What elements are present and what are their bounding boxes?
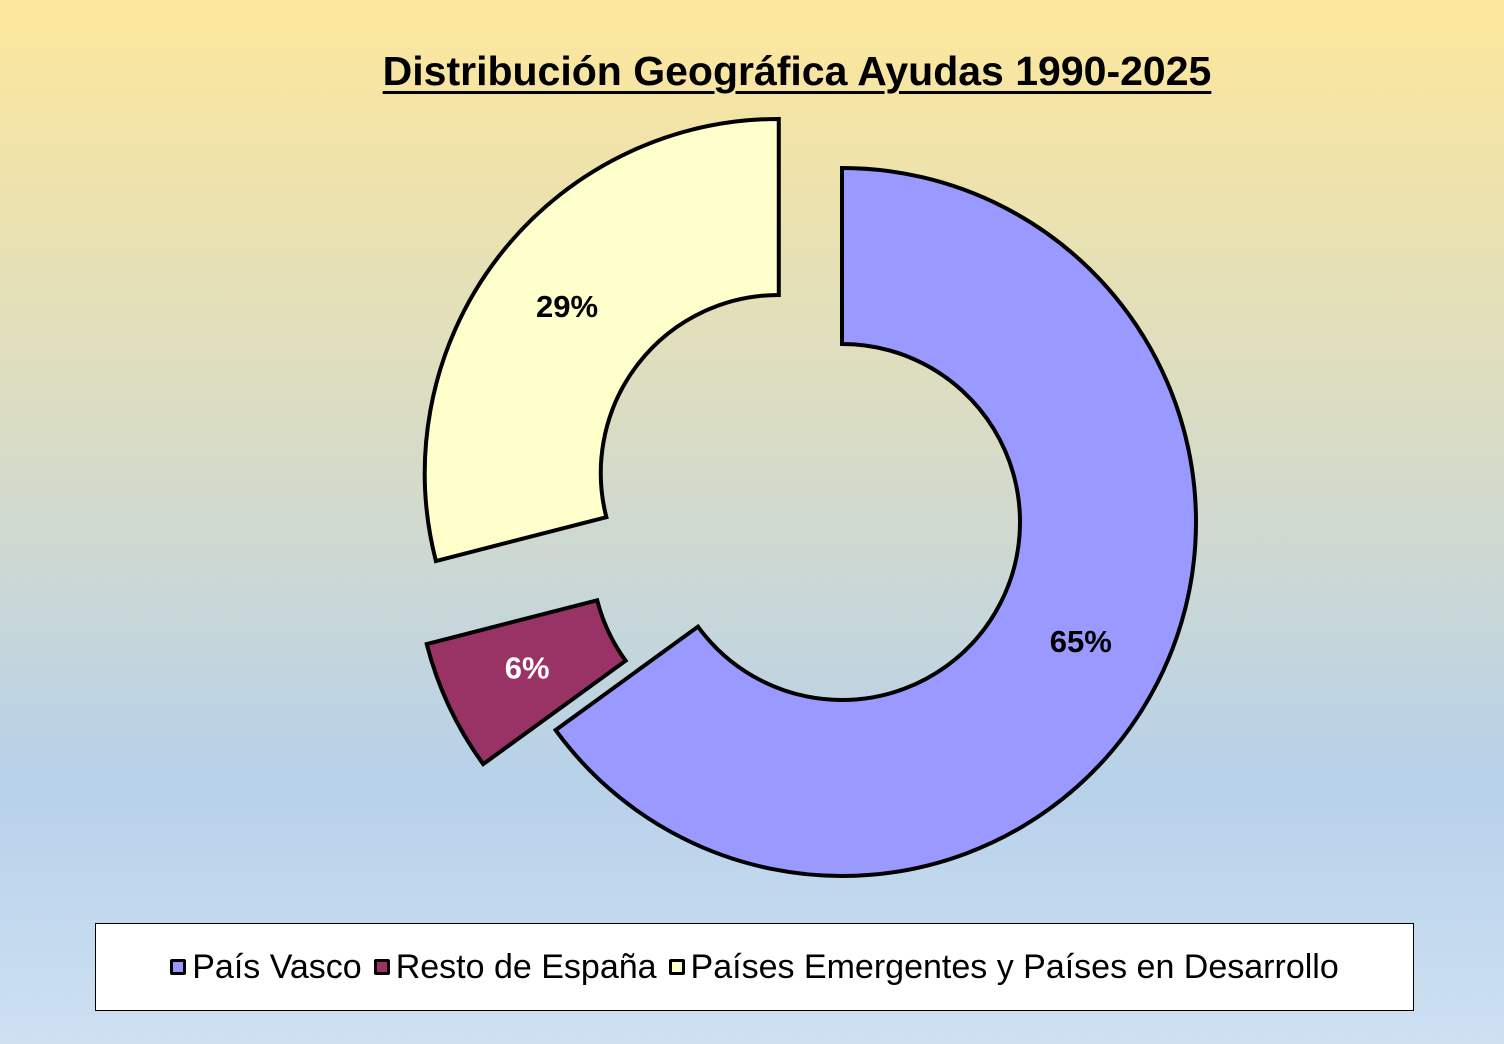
legend-item-resto-espana: Resto de España [362, 948, 657, 987]
legend-label-resto-espana: Resto de España [395, 947, 657, 986]
slice-paises-emergentes-y-paises-en-desarrollo [422, 116, 781, 564]
slice-pais-vasco [552, 165, 1198, 878]
legend-item-pais-vasco: País Vasco [170, 947, 362, 987]
data-label-pais-vasco: 65% [1050, 624, 1112, 659]
legend-swatch-pais-vasco [170, 959, 187, 975]
slice-resto-de-espana [424, 597, 629, 767]
data-label-paises-emergentes-y-paises-en-desarrollo: 29% [536, 289, 598, 324]
legend-item-paises-emergentes: Países Emergentes y Países en Desarrollo [657, 948, 1339, 987]
legend: País Vasco Resto de España Países Emerge… [95, 923, 1414, 1011]
legend-swatch-resto-espana [373, 959, 390, 975]
chart-title: Distribución Geográfica Ayudas 1990-2025 [382, 48, 1212, 94]
legend-label-pais-vasco: País Vasco [192, 947, 362, 986]
legend-swatch-paises-emergentes [668, 959, 685, 975]
data-label-resto-de-espana: 6% [505, 650, 550, 685]
legend-label-paises-emergentes: Países Emergentes y Países en Desarrollo [690, 947, 1339, 986]
